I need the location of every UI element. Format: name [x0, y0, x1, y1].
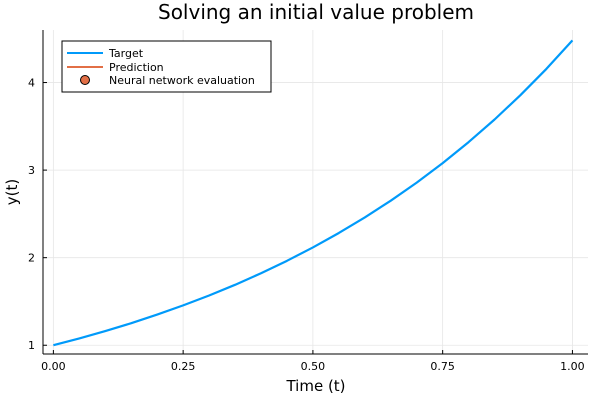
series-lines — [53, 39, 574, 347]
tick-labels: 0.00 0.25 0.50 0.75 1.00 1 2 3 4 — [28, 77, 585, 373]
legend-swatch-nn-evaluation — [80, 75, 90, 85]
x-tick-label: 1.00 — [560, 360, 585, 373]
chart-title: Solving an initial value problem — [158, 0, 474, 24]
legend-entry-nn-evaluation: Neural network evaluation — [109, 74, 255, 87]
legend-entry-target: Target — [108, 47, 144, 60]
x-tick-label: 0.25 — [171, 360, 196, 373]
legend-entry-prediction: Prediction — [109, 61, 164, 74]
y-tick-label: 1 — [28, 339, 35, 352]
x-axis-label: Time (t) — [285, 377, 345, 395]
legend: Target Prediction Neural network evaluat… — [61, 40, 272, 93]
x-tick-label: 0.00 — [41, 360, 66, 373]
x-tick-label: 0.75 — [430, 360, 455, 373]
y-axis-label: y(t) — [3, 179, 21, 205]
y-tick-label: 2 — [28, 252, 35, 265]
y-tick-label: 3 — [28, 164, 35, 177]
x-tick-label: 0.50 — [301, 360, 326, 373]
series-line-target — [53, 39, 574, 347]
axes — [42, 30, 588, 355]
y-tick-label: 4 — [28, 77, 35, 90]
